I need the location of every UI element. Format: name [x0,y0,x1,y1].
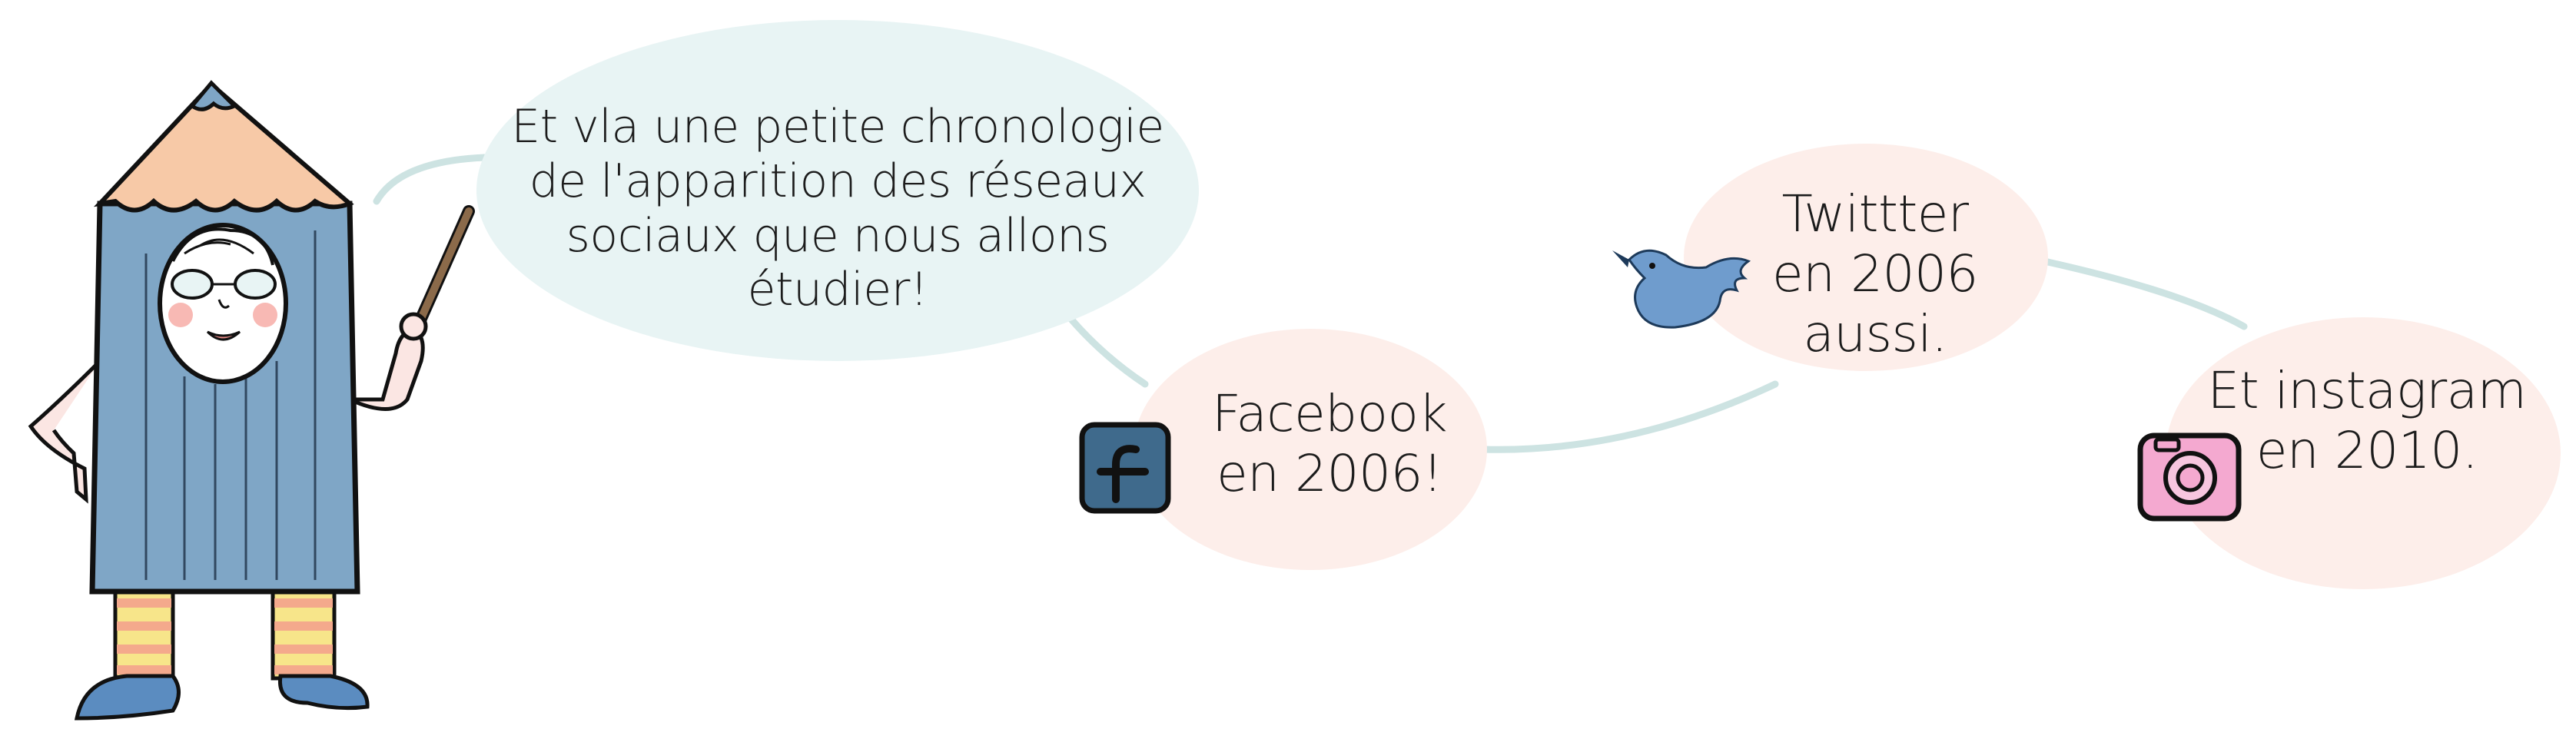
twitter-line: aussi. [1803,303,1947,363]
connector-intro-to-facebook [1061,307,1149,388]
intro-line: de l'apparition des réseaux [529,154,1147,208]
connector-pencil-to-intro [373,154,488,205]
twitter-bird-icon [1612,249,1751,329]
twitter-line: Twittter [1781,184,1969,244]
intro-bubble-text: Et vla une petite chronologie de l'appar… [492,100,1183,317]
twitter-bubble [1684,144,2048,371]
connector-facebook-to-twitter [1479,380,1779,453]
instagram-bubble [2166,317,2561,589]
intro-speech-bubble [476,20,1199,361]
facebook-line: en 2006! [1217,443,1442,503]
instagram-line: Et instagram [2207,361,2527,420]
connector-twitter-to-instagram [2040,257,2248,330]
instagram-bubble-text: Et instagram en 2010. [2190,361,2544,481]
twitter-bubble-text: Twittter en 2006 aussi. [1714,184,2037,364]
instagram-line: en 2010. [2256,420,2478,480]
intro-line: Et vla une petite chronologie [511,100,1164,154]
pencil-teacher-character [28,80,475,721]
facebook-bubble-text: Facebook en 2006! [1153,384,1506,504]
intro-line: étudier! [747,263,928,317]
timeline-connectors [373,154,2248,453]
twitter-line: en 2006 [1772,244,1978,303]
instagram-icon [2137,432,2242,522]
facebook-bubble [1134,329,1487,570]
intro-line: sociaux que nous allons [566,208,1110,263]
facebook-icon [1079,422,1171,514]
facebook-line: Facebook [1211,384,1448,443]
